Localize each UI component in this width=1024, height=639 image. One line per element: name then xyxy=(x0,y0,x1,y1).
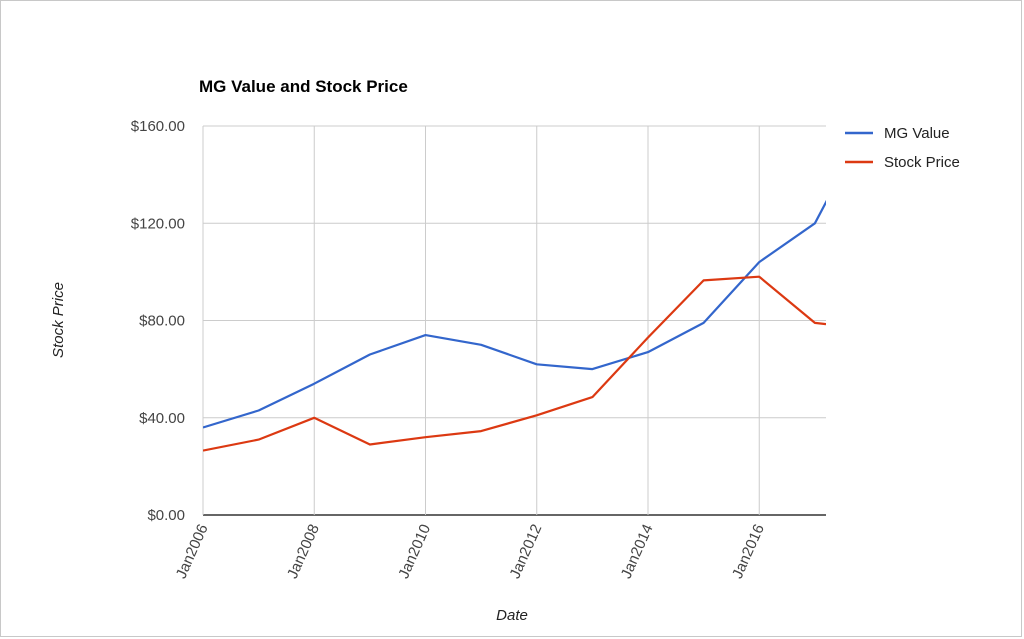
y-tick-label: $40.00 xyxy=(139,410,185,427)
series-line-mg-value xyxy=(203,199,826,429)
legend-label: MG Value xyxy=(884,125,950,142)
x-axis-label: Date xyxy=(496,607,528,624)
series-lines xyxy=(203,199,826,452)
y-tick-label: $120.00 xyxy=(131,215,185,232)
y-tick-label: $80.00 xyxy=(139,313,185,330)
series-line-stock-price xyxy=(203,275,826,452)
y-tick-label: $160.00 xyxy=(131,118,185,135)
legend: MG Value Stock Price xyxy=(845,125,960,171)
chart-title: MG Value and Stock Price xyxy=(199,77,408,96)
y-axis-label: Stock Price xyxy=(50,282,67,358)
y-tick-label: $0.00 xyxy=(147,507,185,524)
y-axis-tick-labels: $0.00 $40.00 $80.00 $120.00 $160.00 xyxy=(131,118,185,524)
legend-label: Stock Price xyxy=(884,154,960,171)
